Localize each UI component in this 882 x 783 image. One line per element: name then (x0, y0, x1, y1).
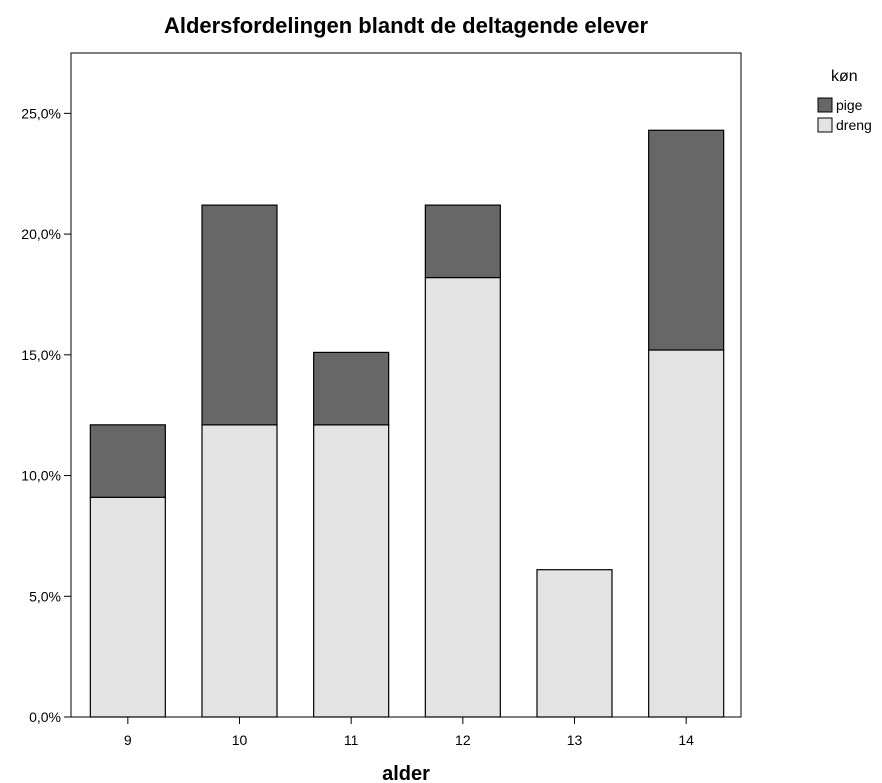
x-axis-label: alder (382, 763, 430, 783)
y-tick-label: 25,0% (21, 105, 61, 121)
legend-label-pige: pige (836, 97, 863, 113)
y-tick-label: 0,0% (29, 709, 61, 725)
bar-pige-12 (424, 204, 501, 279)
x-tick-label: 13 (567, 732, 583, 748)
x-axis: 9 10 11 12 13 14 (124, 717, 694, 748)
y-axis: 0,0% 5,0% 10,0% 15,0% 20,0% 25,0% (21, 105, 71, 725)
legend-items: pige dreng (817, 97, 872, 133)
x-tick-label: 9 (124, 732, 132, 748)
bar-dreng-10 (201, 424, 278, 718)
legend-label-dreng: dreng (836, 117, 872, 133)
chart-title: Aldersfordelingen blandt de deltagende e… (164, 13, 649, 38)
bar-dreng-11 (313, 424, 390, 718)
bar-pige-9 (89, 424, 166, 498)
y-tick-label: 15,0% (21, 347, 61, 363)
legend: køn pige dreng (817, 68, 872, 133)
x-tick-label: 11 (344, 732, 359, 748)
y-tick-label: 20,0% (21, 226, 61, 242)
x-tick-label: 14 (678, 732, 694, 748)
bar-dreng-14 (648, 349, 725, 718)
legend-title: køn (831, 68, 858, 85)
plot-frame (70, 52, 742, 718)
bar-pige-11 (313, 351, 390, 426)
x-tick-label: 12 (455, 732, 471, 748)
bar-pige-14 (648, 129, 725, 351)
y-tick-label: 5,0% (29, 588, 61, 604)
bar-dreng-9 (89, 496, 166, 718)
bars (89, 129, 725, 718)
legend-swatch-pige (817, 97, 833, 113)
bar-dreng-12 (424, 276, 501, 718)
bar-pige-10 (201, 204, 278, 426)
y-tick-label: 10,0% (21, 468, 61, 484)
legend-swatch-dreng (817, 117, 833, 133)
x-tick-label: 10 (232, 732, 248, 748)
bar-dreng-13 (536, 569, 613, 718)
